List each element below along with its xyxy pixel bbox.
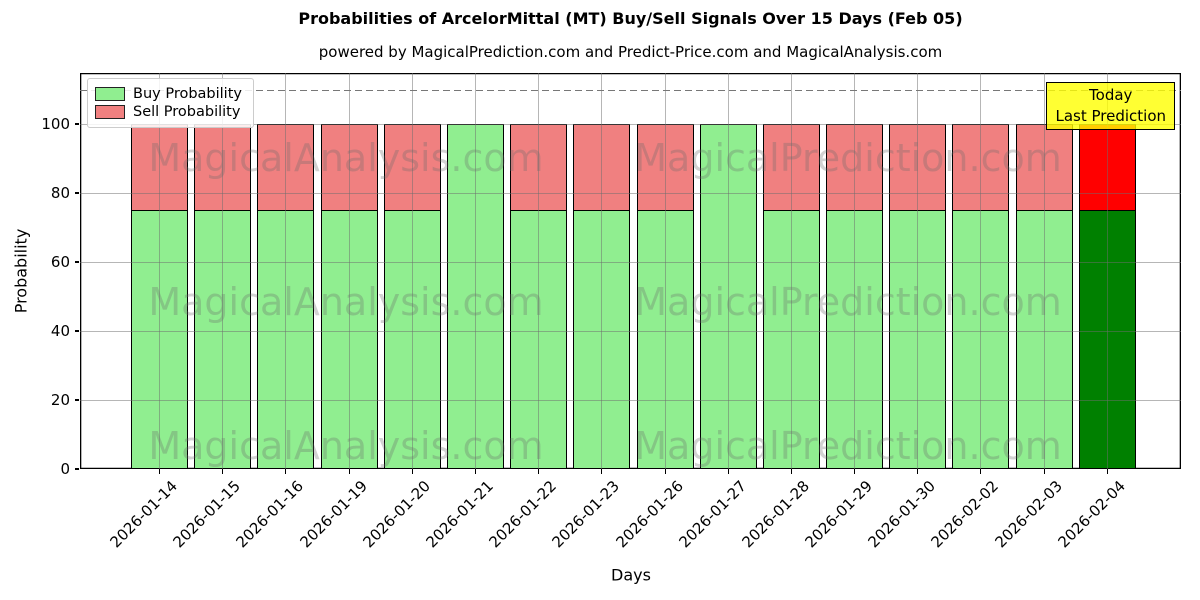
x-tickmark bbox=[348, 469, 351, 474]
x-tickmark bbox=[727, 469, 730, 474]
x-tick-label-2026-01-19: 2026-01-19 bbox=[296, 477, 372, 552]
y-tickmark bbox=[74, 399, 79, 401]
x-tick-label-2026-01-20: 2026-01-20 bbox=[359, 477, 435, 552]
y-tick-label-0: 0 bbox=[60, 460, 70, 478]
chart-title: Probabilities of ArcelorMittal (MT) Buy/… bbox=[298, 9, 963, 28]
annotation-line-1: Today bbox=[1089, 86, 1133, 104]
sell-swatch-icon bbox=[95, 105, 125, 119]
x-tick-label-2026-01-15: 2026-01-15 bbox=[169, 477, 245, 552]
x-tick-label-2026-01-21: 2026-01-21 bbox=[422, 477, 498, 552]
legend-label-sell: Sell Probability bbox=[133, 104, 241, 120]
x-tickmark bbox=[790, 469, 793, 474]
annotation-line-2: Last Prediction bbox=[1055, 106, 1166, 125]
x-tickmark bbox=[664, 469, 667, 474]
x-tickmark bbox=[853, 469, 856, 474]
x-tickmark bbox=[411, 469, 414, 474]
y-tick-label-40: 40 bbox=[50, 322, 70, 340]
legend: Buy Probability Sell Probability bbox=[87, 78, 254, 128]
y-tickmark bbox=[74, 330, 79, 332]
x-tick-label-2026-01-29: 2026-01-29 bbox=[801, 477, 877, 552]
y-tickmark bbox=[74, 468, 79, 470]
x-tick-label-2026-02-02: 2026-02-02 bbox=[927, 477, 1003, 552]
x-tickmark bbox=[1106, 469, 1109, 474]
x-tickmark bbox=[284, 469, 287, 474]
buy-swatch-icon bbox=[95, 87, 125, 101]
plot-area: MagicalAnalysis.com MagicalPrediction.com… bbox=[41, 73, 1181, 551]
y-tick-label-100: 100 bbox=[41, 115, 70, 133]
today-annotation-box: Today Last Prediction bbox=[1046, 82, 1175, 131]
y-tickmark bbox=[74, 261, 79, 263]
x-tick-label-2026-01-22: 2026-01-22 bbox=[485, 477, 561, 552]
y-tickmark bbox=[74, 192, 79, 194]
x-tickmark bbox=[1043, 469, 1046, 474]
x-tickmark bbox=[221, 469, 224, 474]
x-tick-label-2026-01-28: 2026-01-28 bbox=[738, 477, 814, 552]
y-tickmark bbox=[74, 123, 79, 125]
x-tickmark bbox=[474, 469, 477, 474]
x-tickmark bbox=[158, 469, 161, 474]
y-tick-label-80: 80 bbox=[50, 184, 70, 202]
x-tickmark bbox=[916, 469, 919, 474]
x-tick-label-2026-01-16: 2026-01-16 bbox=[232, 477, 308, 552]
x-tick-label-2026-01-23: 2026-01-23 bbox=[548, 477, 624, 552]
x-tick-label-2026-01-26: 2026-01-26 bbox=[612, 477, 688, 552]
legend-item-buy: Buy Probability bbox=[95, 86, 242, 102]
x-tickmark bbox=[600, 469, 603, 474]
chart-subtitle: powered by MagicalPrediction.com and Pre… bbox=[318, 43, 943, 61]
y-tick-label-60: 60 bbox=[50, 253, 70, 271]
x-axis-ticks: 2026-01-14 2026-01-15 2026-01-16 2026-01-19… bbox=[80, 469, 1181, 589]
x-tickmark bbox=[537, 469, 540, 474]
x-tickmark bbox=[979, 469, 982, 474]
x-tick-label-2026-01-27: 2026-01-27 bbox=[675, 477, 751, 552]
y-tick-label-20: 20 bbox=[50, 391, 70, 409]
x-tick-label-2026-02-03: 2026-02-03 bbox=[991, 477, 1067, 552]
dashed-threshold-line bbox=[80, 89, 1181, 92]
x-axis-label: Days bbox=[611, 565, 651, 585]
y-axis-label: Probability bbox=[11, 228, 31, 314]
x-tick-label-2026-02-04: 2026-02-04 bbox=[1054, 477, 1130, 552]
legend-item-sell: Sell Probability bbox=[95, 104, 242, 120]
x-tick-label-2026-01-14: 2026-01-14 bbox=[106, 477, 182, 552]
y-axis-ticks: 0 20 40 60 80 100 bbox=[41, 73, 1181, 478]
legend-label-buy: Buy Probability bbox=[133, 86, 242, 102]
x-tick-label-2026-01-30: 2026-01-30 bbox=[864, 477, 940, 552]
